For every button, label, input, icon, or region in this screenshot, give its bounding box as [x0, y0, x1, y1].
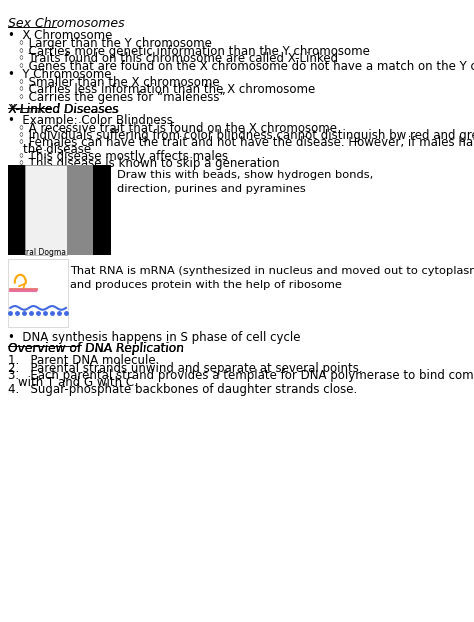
Text: Draw this with beads, show hydrogen bonds,
direction, purines and pyramines: Draw this with beads, show hydrogen bond… — [117, 170, 374, 194]
Text: with T and G with C.: with T and G with C. — [18, 376, 138, 389]
Text: ◦ A recessive trait that is found on the X chromosome: ◦ A recessive trait that is found on the… — [18, 121, 337, 134]
Text: •  Example: Color Blindness: • Example: Color Blindness — [8, 114, 173, 127]
Text: ◦ Carries the genes for “maleness”: ◦ Carries the genes for “maleness” — [18, 91, 226, 103]
Text: ◦ Individuals suffering from color blindness cannot distinguish bw red and green: ◦ Individuals suffering from color blind… — [18, 129, 474, 142]
Bar — [8, 259, 68, 327]
Text: •  DNA synthesis happens in S phase of cell cycle: • DNA synthesis happens in S phase of ce… — [8, 331, 301, 344]
Text: ◦ Females can have the trait and not have the disease. However, if males have th: ◦ Females can have the trait and not hav… — [18, 136, 474, 149]
Text: ◦ Carries less information than the X chromosome: ◦ Carries less information than the X ch… — [18, 83, 315, 96]
Bar — [67, 165, 93, 255]
Text: Sex Chromosomes: Sex Chromosomes — [8, 17, 125, 30]
Text: ◦ Carries more genetic information than the Y chromosome: ◦ Carries more genetic information than … — [18, 45, 370, 58]
Text: ◦ Larger than the Y chromosome: ◦ Larger than the Y chromosome — [18, 37, 212, 50]
Text: •  X Chromosome: • X Chromosome — [8, 29, 112, 42]
Text: 2.   Parental strands unwind and separate at several points.: 2. Parental strands unwind and separate … — [8, 362, 363, 375]
Bar — [8, 165, 110, 255]
Text: Central Dogma: Central Dogma — [8, 248, 66, 256]
Text: Overview of DNA Replication: Overview of DNA Replication — [8, 342, 184, 355]
Text: ◦ This disease is known to skip a generation: ◦ This disease is known to skip a genera… — [18, 157, 280, 170]
Text: ◦ This disease mostly affects males: ◦ This disease mostly affects males — [18, 150, 228, 163]
Text: ◦ Traits found on this chromosome are called X-Linked: ◦ Traits found on this chromosome are ca… — [18, 52, 338, 65]
Bar — [8, 165, 25, 255]
Text: That RNA is mRNA (synthesized in nucleus and moved out to cytoplasm
and produces: That RNA is mRNA (synthesized in nucleus… — [71, 266, 474, 290]
Text: Overview of DNA Replication: Overview of DNA Replication — [8, 342, 184, 355]
Text: 4.   Sugar-phosphate backbones of daughter strands close.: 4. Sugar-phosphate backbones of daughter… — [8, 383, 357, 396]
Text: the disease: the disease — [23, 143, 91, 156]
Text: X-Linked Diseases: X-Linked Diseases — [8, 103, 118, 116]
Bar — [93, 165, 110, 255]
Text: ◦ Smaller than the X chromosome: ◦ Smaller than the X chromosome — [18, 76, 220, 89]
Text: 3.   Each parental strand provides a template for DNA polymerase to bind complem: 3. Each parental strand provides a templ… — [8, 369, 474, 382]
Bar — [25, 165, 67, 255]
Text: X-Linked Diseases: X-Linked Diseases — [8, 103, 119, 116]
Text: 1.   Parent DNA molecule.: 1. Parent DNA molecule. — [8, 355, 159, 368]
Text: ◦ Genes that are found on the X chromosome do not have a match on the Y chromoso: ◦ Genes that are found on the X chromoso… — [18, 60, 474, 73]
Text: •  Y Chromosome: • Y Chromosome — [8, 68, 111, 81]
